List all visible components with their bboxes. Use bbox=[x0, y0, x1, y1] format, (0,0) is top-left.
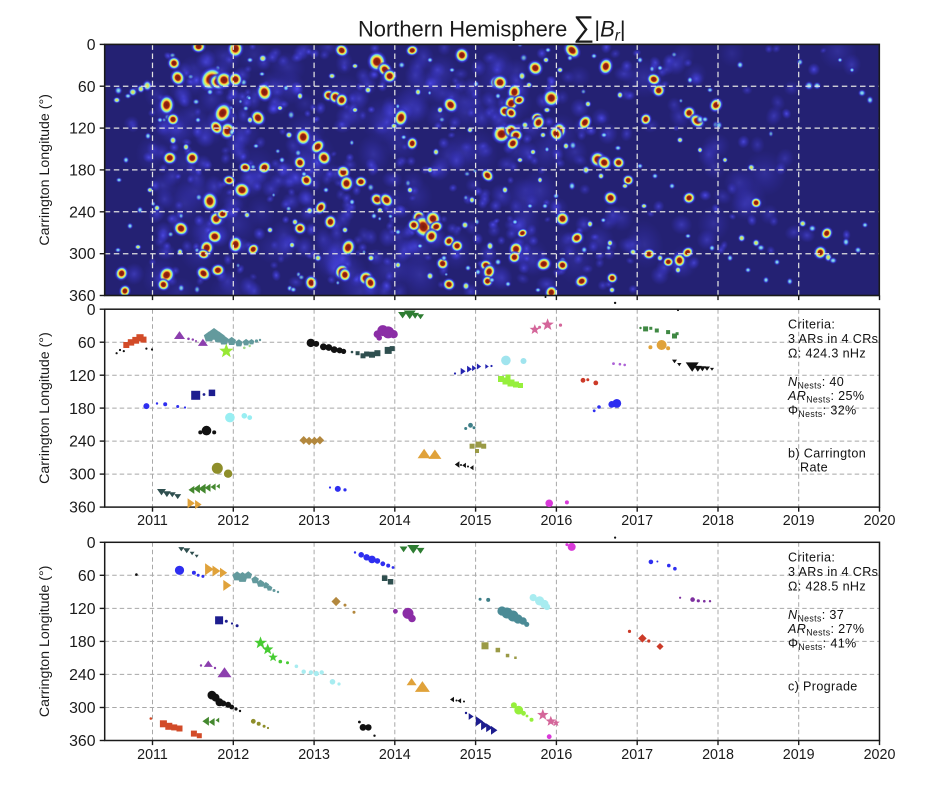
svg-text:b) Carrington: b) Carrington bbox=[788, 446, 866, 460]
svg-text:ARNests: 27%: ARNests: 27% bbox=[787, 622, 864, 638]
svg-text:2019: 2019 bbox=[783, 747, 815, 763]
svg-text:2013: 2013 bbox=[298, 747, 330, 763]
svg-text:Ω: 424.3 nHz: Ω: 424.3 nHz bbox=[788, 346, 866, 360]
svg-text:240: 240 bbox=[69, 667, 96, 684]
svg-text:Ω: 428.5 nHz: Ω: 428.5 nHz bbox=[788, 579, 866, 593]
svg-text:300: 300 bbox=[69, 467, 96, 484]
svg-text:2014: 2014 bbox=[379, 747, 411, 763]
svg-text:Northern Hemisphere ∑|Br|: Northern Hemisphere ∑|Br| bbox=[358, 11, 626, 45]
svg-text:2014: 2014 bbox=[379, 513, 411, 529]
svg-text:2011: 2011 bbox=[137, 747, 168, 763]
svg-text:2012: 2012 bbox=[217, 513, 249, 529]
svg-text:120: 120 bbox=[69, 601, 96, 618]
svg-text:120: 120 bbox=[69, 121, 96, 138]
svg-text:0: 0 bbox=[87, 37, 96, 54]
svg-text:Criteria:: Criteria: bbox=[788, 318, 835, 332]
svg-text:Carrington Longitude (°): Carrington Longitude (°) bbox=[37, 94, 53, 246]
svg-text:2018: 2018 bbox=[702, 747, 734, 763]
svg-text:ARNests: 25%: ARNests: 25% bbox=[787, 389, 864, 405]
svg-text:2016: 2016 bbox=[540, 747, 572, 763]
svg-text:NNests: 37: NNests: 37 bbox=[788, 608, 844, 624]
svg-text:3 ARs in 4 CRs: 3 ARs in 4 CRs bbox=[788, 332, 878, 346]
svg-text:2015: 2015 bbox=[460, 747, 492, 763]
svg-text:2020: 2020 bbox=[864, 747, 896, 763]
svg-text:2013: 2013 bbox=[298, 513, 330, 529]
svg-text:Carrington Longitude (°): Carrington Longitude (°) bbox=[37, 566, 53, 718]
svg-text:60: 60 bbox=[78, 568, 96, 585]
svg-text:2012: 2012 bbox=[217, 747, 249, 763]
svg-text:Criteria:: Criteria: bbox=[788, 551, 835, 565]
svg-text:240: 240 bbox=[69, 434, 96, 451]
svg-text:2020: 2020 bbox=[864, 513, 896, 529]
svg-text:60: 60 bbox=[78, 335, 96, 352]
svg-text:ΦNests: 41%: ΦNests: 41% bbox=[788, 637, 857, 653]
svg-text:2015: 2015 bbox=[460, 513, 492, 529]
svg-text:ΦNests: 32%: ΦNests: 32% bbox=[788, 404, 857, 420]
svg-text:120: 120 bbox=[69, 368, 96, 385]
svg-text:2019: 2019 bbox=[783, 513, 815, 529]
svg-text:360: 360 bbox=[69, 733, 96, 750]
svg-text:c) Prograde: c) Prograde bbox=[788, 679, 858, 693]
svg-text:360: 360 bbox=[69, 500, 96, 517]
svg-text:300: 300 bbox=[69, 246, 96, 263]
svg-text:240: 240 bbox=[69, 204, 96, 221]
svg-text:0: 0 bbox=[87, 302, 96, 319]
svg-text:2017: 2017 bbox=[621, 747, 653, 763]
svg-text:Carrington Longitude (°): Carrington Longitude (°) bbox=[37, 332, 53, 484]
svg-text:300: 300 bbox=[69, 700, 96, 717]
svg-text:60: 60 bbox=[78, 79, 96, 96]
svg-text:NNests: 40: NNests: 40 bbox=[788, 375, 844, 391]
svg-text:180: 180 bbox=[69, 163, 96, 180]
svg-text:180: 180 bbox=[69, 401, 96, 418]
svg-text:180: 180 bbox=[69, 634, 96, 651]
svg-text:2018: 2018 bbox=[702, 513, 734, 529]
svg-text:2017: 2017 bbox=[621, 513, 653, 529]
svg-text:2016: 2016 bbox=[540, 513, 572, 529]
svg-text:3 ARs in 4 CRs: 3 ARs in 4 CRs bbox=[788, 565, 878, 579]
svg-text:2011: 2011 bbox=[137, 513, 168, 529]
svg-text:0: 0 bbox=[87, 535, 96, 552]
svg-text:Rate: Rate bbox=[800, 461, 828, 475]
svg-text:360: 360 bbox=[69, 288, 96, 305]
